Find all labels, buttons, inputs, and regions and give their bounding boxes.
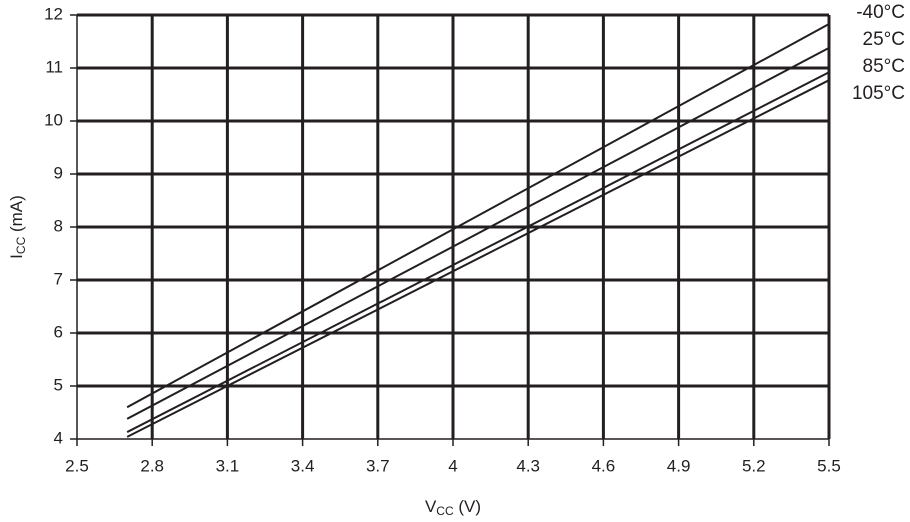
x-tick-label: 3.1 [216,456,240,475]
series-line [126,46,830,420]
x-tick-label: 2.5 [65,456,89,475]
x-tick-label: 3.4 [291,456,315,475]
y-tick-label: 6 [54,322,63,341]
y-tick-label: 5 [54,375,63,394]
series-line [126,79,830,438]
y-tick-label: 4 [54,428,63,447]
y-label-part: CC [14,236,28,254]
legend-label: -40°C [856,2,905,23]
x-axis-label: VCC (V) [425,497,481,518]
x-tick-label: 4.9 [667,456,691,475]
y-tick-label: 9 [54,163,63,182]
x-tick-label: 5.5 [817,456,841,475]
legend-label: 105°C [852,83,905,104]
x-tick-label: 4 [448,456,457,475]
x-label-part: CC [436,504,454,518]
legend-label: 85°C [863,56,905,77]
legend-label: 25°C [863,29,905,50]
x-label-part: (V) [454,497,481,516]
y-axis-label: ICC (mA) [7,195,28,259]
x-tick-label: 3.7 [366,456,390,475]
y-label-part: I [7,254,26,259]
x-tick-label: 5.2 [742,456,766,475]
y-tick-label: 7 [54,269,63,288]
series-line [126,71,830,433]
x-label-part: V [425,497,437,516]
y-tick-label: 11 [45,57,63,76]
series-line [126,23,830,409]
x-tick-label: 2.8 [140,456,164,475]
x-tick-label: 4.6 [592,456,616,475]
y-tick-label: 12 [44,4,63,23]
y-tick-label: 8 [54,216,63,235]
y-tick-label: 10 [44,110,63,129]
y-label-part: (mA) [7,195,26,237]
x-tick-label: 4.3 [516,456,540,475]
